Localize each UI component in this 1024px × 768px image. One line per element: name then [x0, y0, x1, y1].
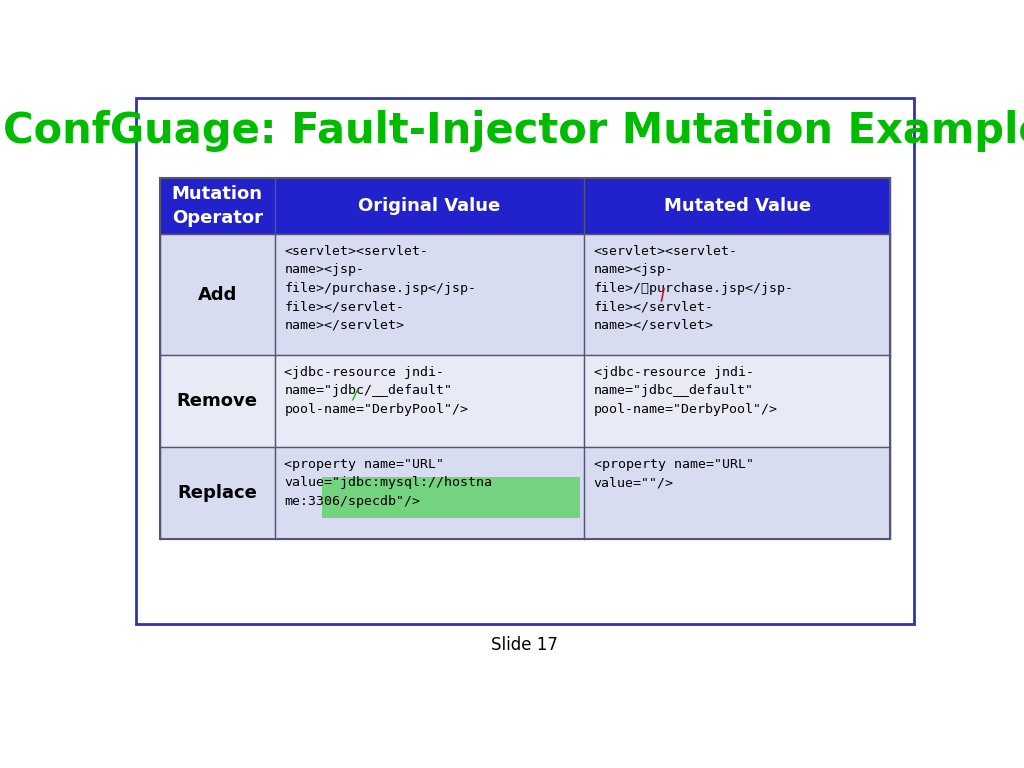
Bar: [160, 356, 274, 447]
Text: /: /: [656, 287, 669, 304]
Text: Slide 17: Slide 17: [492, 636, 558, 654]
Bar: [274, 178, 585, 234]
Bar: [585, 234, 890, 356]
Text: <property name="URL"
value="jdbc:mysql://hostna
me:3306/specdb"/>: <property name="URL" value="jdbc:mysql:/…: [285, 458, 493, 508]
Text: <jdbc-resource jndi-
name="jdbc__default"
pool-name="DerbyPool"/>: <jdbc-resource jndi- name="jdbc__default…: [594, 366, 778, 416]
Bar: [585, 178, 890, 234]
Bar: [585, 447, 890, 538]
Bar: [136, 98, 913, 624]
Text: Add: Add: [198, 286, 237, 303]
Text: <property name="URL"
value=""/>: <property name="URL" value=""/>: [594, 458, 754, 489]
Bar: [323, 478, 581, 518]
Text: /: /: [350, 389, 358, 402]
Text: <servlet><servlet-
name><jsp-
file>/purchase.jsp</jsp-
file></servlet-
name></se: <servlet><servlet- name><jsp- file>/purc…: [285, 245, 476, 332]
Bar: [160, 178, 890, 538]
Bar: [160, 234, 274, 356]
Text: <servlet><servlet-
name><jsp-
file>/⁠purchase.jsp</jsp-
file></servlet-
name></s: <servlet><servlet- name><jsp- file>/⁠pur…: [594, 245, 794, 332]
Text: <jdbc-resource jndi-
name="jdbc/__default"
pool-name="DerbyPool"/>: <jdbc-resource jndi- name="jdbc/__defaul…: [285, 366, 468, 416]
Text: Remove: Remove: [177, 392, 258, 410]
Text: Mutated Value: Mutated Value: [664, 197, 811, 215]
Bar: [160, 447, 274, 538]
Bar: [274, 356, 585, 447]
Text: Replace: Replace: [177, 484, 257, 502]
Bar: [274, 447, 585, 538]
Text: Mutation
Operator: Mutation Operator: [172, 185, 263, 227]
Bar: [160, 178, 274, 234]
Bar: [274, 234, 585, 356]
Bar: [585, 356, 890, 447]
Text: Original Value: Original Value: [358, 197, 501, 215]
Text: ConfGuage: Fault-Injector Mutation Example: ConfGuage: Fault-Injector Mutation Examp…: [3, 110, 1024, 151]
